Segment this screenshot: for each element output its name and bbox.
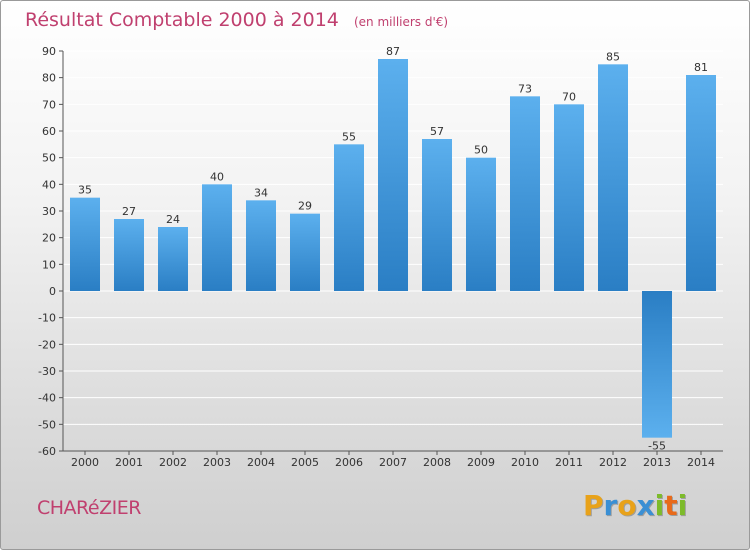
bar-2007 (378, 59, 408, 291)
y-tick-label: 70 (42, 98, 56, 111)
x-tick-label: 2011 (555, 456, 583, 469)
x-tick-label: 2009 (467, 456, 495, 469)
y-tick-label: -50 (38, 418, 56, 431)
bar-2008 (422, 139, 452, 291)
brand-letter: t (664, 489, 678, 522)
brand-logo: Proxiti (583, 489, 687, 522)
x-tick-label: 2012 (599, 456, 627, 469)
x-tick-label: 2013 (643, 456, 671, 469)
bar-2013 (642, 291, 672, 438)
brand-letter: o (617, 489, 637, 522)
x-tick-label: 2001 (115, 456, 143, 469)
bar-2009 (466, 157, 496, 291)
y-tick-label: -60 (38, 445, 56, 458)
bar-2010 (510, 96, 540, 291)
commune-name: CHARéZIER (37, 497, 141, 519)
y-tick-label: -20 (38, 338, 56, 351)
y-tick-label: 90 (42, 45, 56, 58)
data-label: 35 (78, 184, 92, 197)
x-tick-labels: 2000 2001 2002 2003 2004 2005 2006 2007 2008 2009… (71, 451, 715, 469)
bar-2014 (686, 75, 716, 291)
brand-letter: x (636, 489, 655, 522)
brand-letter: P (583, 489, 604, 522)
data-label: 50 (474, 144, 488, 157)
x-tick-label: 2014 (687, 456, 715, 469)
brand-letter: i (677, 489, 688, 522)
brand-letter: r (603, 489, 618, 522)
y-tick-label: 0 (49, 285, 56, 298)
data-label: 85 (606, 50, 620, 63)
y-tick-label: 80 (42, 72, 56, 85)
data-label: 27 (122, 205, 136, 218)
y-tick-label: 40 (42, 178, 56, 191)
x-tick-label: 2003 (203, 456, 231, 469)
y-tick-label: -10 (38, 312, 56, 325)
bar-2000 (70, 197, 100, 291)
bar-2001 (114, 219, 144, 291)
y-tick-label: 60 (42, 125, 56, 138)
bar-2005 (290, 213, 320, 291)
x-tick-label: 2006 (335, 456, 363, 469)
data-labels: 35 27 24 40 34 29 55 87 57 50 73 70 85 -55 81 (78, 45, 708, 453)
data-label: 24 (166, 213, 180, 226)
chart-subtitle: (en milliers d'€) (353, 15, 449, 29)
axes (62, 51, 723, 452)
bar-2002 (158, 227, 188, 291)
y-tick-label: 50 (42, 152, 56, 165)
chart-title: Résultat Comptable 2000 à 2014 (25, 9, 339, 31)
data-label: 73 (518, 82, 532, 95)
y-tick-label: 20 (42, 232, 56, 245)
x-tick-label: 2002 (159, 456, 187, 469)
bar-2004 (246, 200, 276, 291)
data-label: 87 (386, 45, 400, 58)
bar-2012 (598, 64, 628, 291)
y-tick-label: 10 (42, 258, 56, 271)
data-label: 29 (298, 200, 312, 213)
x-tick-label: 2010 (511, 456, 539, 469)
y-tick-labels: 90 80 70 60 50 40 30 20 10 0 -10 -20 -30 -40 -50 -60 (38, 45, 63, 458)
y-tick-label: -40 (38, 392, 56, 405)
data-label: 55 (342, 130, 356, 143)
bars (70, 59, 716, 438)
x-tick-label: 2007 (379, 456, 407, 469)
data-label: 81 (694, 61, 708, 74)
x-tick-label: 2004 (247, 456, 275, 469)
data-label: 34 (254, 186, 268, 199)
x-tick-label: 2005 (291, 456, 319, 469)
data-label: 70 (562, 90, 576, 103)
x-tick-label: 2008 (423, 456, 451, 469)
title-row: Résultat Comptable 2000 à 2014 (en milli… (25, 9, 448, 31)
brand-letter: i (654, 489, 665, 522)
data-label: 57 (430, 125, 444, 138)
y-tick-label: 30 (42, 205, 56, 218)
bar-2011 (554, 104, 584, 291)
data-label: 40 (210, 170, 224, 183)
data-label: -55 (648, 440, 666, 453)
bar-2003 (202, 184, 232, 291)
x-tick-label: 2000 (71, 456, 99, 469)
bar-2006 (334, 144, 364, 291)
y-tick-label: -30 (38, 365, 56, 378)
